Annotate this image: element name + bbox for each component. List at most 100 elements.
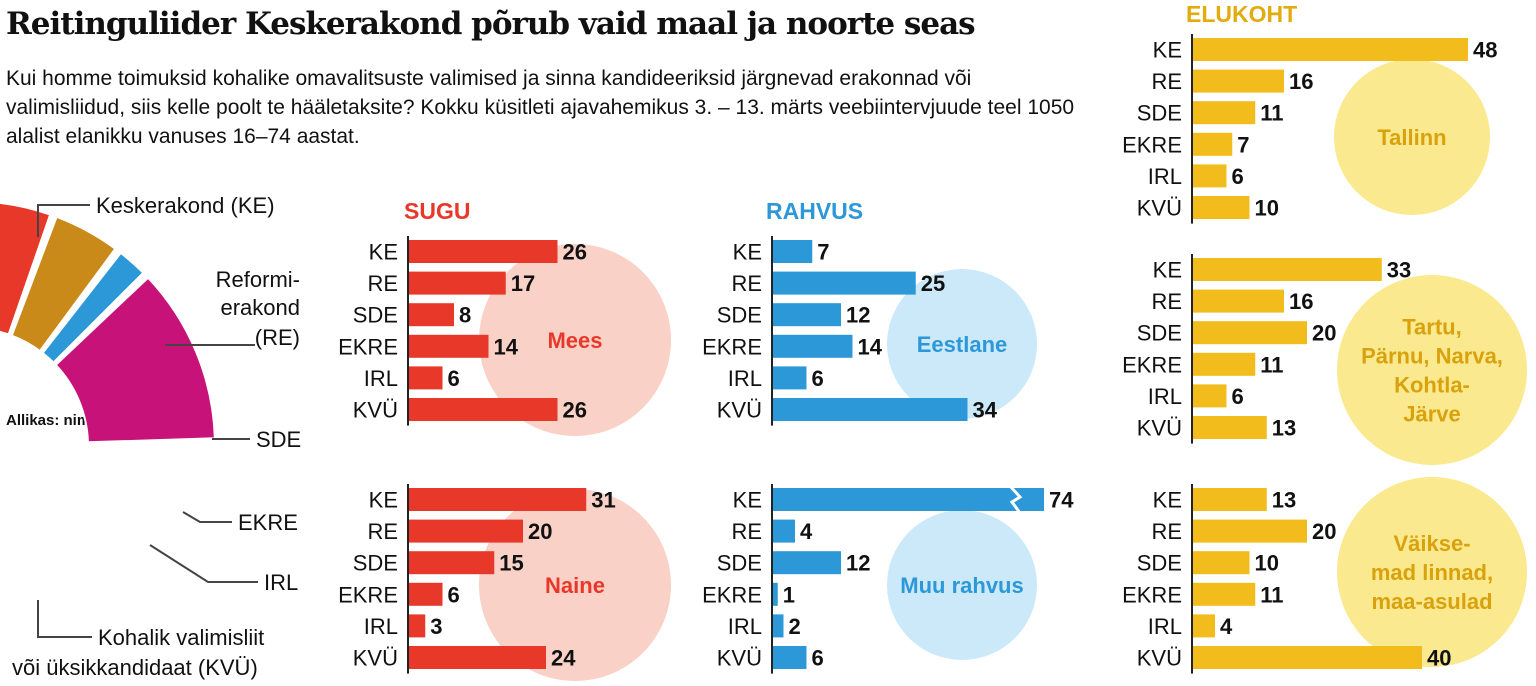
bar (1192, 69, 1284, 93)
bar (1192, 384, 1227, 408)
slice-label-sde: SDE (256, 427, 301, 452)
bar (1192, 101, 1256, 125)
group-header-rahvus: RAHVUS (766, 198, 863, 224)
bar-value-label: 16 (1289, 289, 1313, 314)
bar (1192, 164, 1227, 188)
bar-value-label: 13 (1272, 488, 1296, 513)
slice-value-label: 25% (34, 555, 78, 580)
category-tick-label: SDE (1137, 551, 1182, 576)
bar-value-label: 20 (1312, 321, 1336, 346)
category-tick-label: RE (1151, 69, 1182, 94)
bar-panel-eestlane: Eestlane 7 KE 25 RE 12 SDE 14 EKRE 6 IRL 34 KVÜ (702, 236, 1037, 426)
category-tick-label: IRL (1148, 614, 1182, 639)
category-tick-label: KE (369, 240, 398, 265)
category-tick-label: KE (733, 488, 762, 513)
slice-label-kvu: või üksikkandidaat (KVÜ) (12, 655, 258, 680)
bar-value-label: 4 (800, 519, 813, 544)
category-tick-label: KVÜ (1137, 416, 1182, 441)
category-tick-label: IRL (1148, 384, 1182, 409)
bar (1192, 646, 1422, 669)
bar-panel-muu-rahvus: Muu rahvus 74 KE 4 RE 12 SDE 1 EKRE 2 IRL 6 KVÜ (702, 484, 1074, 674)
group-circle (1334, 59, 1490, 215)
group-circle (1337, 275, 1527, 465)
category-tick-label: EKRE (1122, 582, 1182, 607)
bar-value-label: 31 (591, 488, 615, 513)
bar-value-label: 13 (1272, 416, 1296, 441)
bar (772, 398, 968, 421)
category-tick-label: KVÜ (1137, 196, 1182, 221)
bar-value-label: 17 (511, 271, 535, 296)
category-tick-label: KE (369, 488, 398, 513)
bar (772, 488, 1044, 511)
bar-value-label: 6 (448, 366, 460, 391)
leader-line (37, 204, 90, 237)
bar (408, 271, 506, 295)
bar-value-label: 12 (846, 303, 870, 328)
bar (1192, 289, 1284, 313)
category-tick-label: EKRE (338, 582, 398, 607)
category-tick-label: IRL (364, 614, 398, 639)
category-tick-label: KVÜ (353, 646, 398, 671)
bar-value-label: 6 (448, 582, 460, 607)
bar-value-label: 6 (812, 646, 824, 671)
source-note: Allikas: nimi (6, 412, 95, 429)
bar-value-label: 14 (494, 334, 519, 359)
category-tick-label: EKRE (338, 334, 398, 359)
slice-value-label: 5% (126, 511, 155, 533)
bar (1192, 132, 1233, 156)
bar-value-label: 6 (1232, 384, 1244, 409)
category-tick-label: EKRE (702, 582, 762, 607)
category-tick-label: KE (1153, 488, 1182, 513)
subgroup-label: Mees (547, 328, 602, 353)
bar-value-label: 15 (499, 551, 523, 576)
category-tick-label: EKRE (1122, 132, 1182, 157)
bar (1192, 196, 1250, 219)
bar (772, 366, 807, 390)
category-tick-label: SDE (717, 551, 762, 576)
category-tick-label: RE (731, 519, 762, 544)
bar (1192, 416, 1267, 439)
category-tick-label: RE (367, 519, 398, 544)
bar (408, 519, 523, 543)
bar-value-label: 2 (789, 614, 801, 639)
slice-value-label: 10% (132, 474, 172, 496)
bar (408, 646, 546, 669)
bar-value-label: 26 (563, 398, 587, 423)
subgroup-label: Kohtla- (1394, 373, 1470, 398)
bar-value-label: 1 (783, 582, 795, 607)
subgroup-label: maa-asulad (1371, 589, 1492, 614)
slice-label-re: Reformi- (216, 267, 300, 292)
subgroup-label: Pärnu, Narva, (1361, 344, 1503, 369)
slice-label-irl: IRL (264, 570, 298, 595)
bar (772, 646, 807, 669)
subgroup-label: Järve (1403, 402, 1461, 427)
donut-slice-irl (41, 251, 145, 365)
bar (1192, 488, 1267, 511)
category-tick-label: RE (731, 271, 762, 296)
subgroup-label: Tartu, (1402, 315, 1461, 340)
slice-label-ke: Keskerakond (KE) (96, 193, 275, 218)
bar (1192, 614, 1215, 638)
bar-value-label: 74 (1049, 488, 1074, 513)
bar-panel-mees: Mees 26 KE 17 RE 8 SDE 14 EKRE 6 IRL 26 KVÜ (338, 236, 671, 436)
group-circle (887, 510, 1037, 660)
bar (772, 551, 841, 575)
bar (772, 582, 778, 606)
leader-line (37, 600, 92, 638)
subgroup-label: Muu rahvus (900, 573, 1023, 598)
category-tick-label: RE (1151, 289, 1182, 314)
bar-value-label: 6 (812, 366, 824, 391)
slice-label-re: (RE) (255, 325, 300, 350)
bar-value-label: 10 (1255, 196, 1279, 221)
bar-value-label: 20 (1312, 519, 1336, 544)
category-tick-label: SDE (1137, 321, 1182, 346)
bar-value-label: 16 (1289, 69, 1313, 94)
bar (1192, 38, 1468, 61)
bar (408, 334, 489, 358)
subgroup-label: Tallinn (1377, 125, 1446, 150)
bar-value-label: 11 (1260, 582, 1283, 607)
category-tick-label: KE (1153, 258, 1182, 283)
bar (1192, 582, 1256, 606)
category-tick-label: RE (367, 271, 398, 296)
bar (772, 614, 784, 638)
